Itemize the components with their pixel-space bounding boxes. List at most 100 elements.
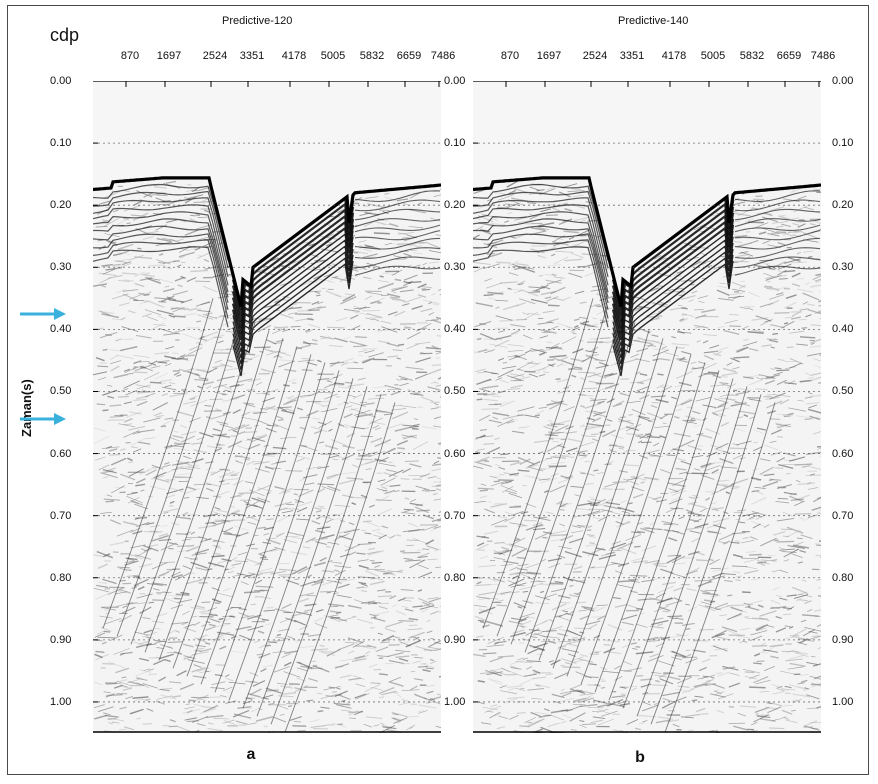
cdp-axis-label-left: cdp: [50, 25, 80, 45]
reflector-shelf-right-5: [734, 230, 821, 241]
reflector-basin-11: [232, 260, 354, 377]
time-label-mid-0.30: 0.30: [444, 261, 466, 274]
figure-frame: Predictive-120 cdp 870 1697 2524 3351 4178 50…: [7, 5, 869, 775]
reflector-basin-3: [611, 212, 735, 329]
reflector-dipping-13: [284, 402, 396, 733]
cdp-tick-label-a-870: 870: [120, 50, 140, 62]
time-label-mid-0.20: 0.20: [444, 199, 466, 212]
reflector-dipping-8: [214, 362, 326, 693]
cdp-tick-label-b-870: 870: [500, 50, 520, 62]
reflector-dipping-5: [552, 338, 664, 669]
time-label-right-1.00: 1.00: [832, 695, 854, 708]
time-label-left-0.80: 0.80: [50, 571, 72, 584]
time-label-left-0.10: 0.10: [50, 137, 72, 150]
time-label-left-1.00: 1.00: [50, 695, 72, 708]
reflector-shelf-left-9: [93, 246, 229, 328]
reflector-dipping-3: [144, 322, 256, 653]
reflector-shelf-left-1: [473, 190, 609, 269]
time-label-right-0.70: 0.70: [832, 509, 854, 522]
reflector-shelf-left-3: [473, 204, 609, 286]
reflector-dipping-2: [130, 314, 242, 645]
cdp-tick-label-a-4178: 4178: [281, 50, 307, 62]
reflector-shelf-left-1: [93, 190, 229, 269]
y-axis-label: Zaman(s): [19, 379, 34, 437]
reflector-dipping-13: [664, 402, 776, 733]
reflector-shelf-right-2: [354, 208, 441, 221]
cdp-tick-label-a-2524: 2524: [202, 50, 228, 62]
cdp-tick-label-b-6659: 6659: [776, 50, 802, 62]
reflector-dipping-12: [270, 394, 382, 725]
reflector-shelf-right-1: [734, 199, 821, 212]
time-label-mid-0.00: 0.00: [444, 75, 466, 87]
reflector-dipping-1: [496, 306, 608, 637]
reflector-shelf-left-6: [473, 225, 609, 303]
reflector-dipping-4: [538, 330, 650, 661]
reflector-shelf-right-9: [734, 265, 821, 276]
reflector-shelf-right-1: [354, 199, 441, 212]
cdp-tick-label-b-5005: 5005: [700, 50, 726, 62]
panel-a-title: Predictive-120: [222, 15, 293, 27]
reflector-basin-11: [612, 260, 734, 377]
time-label-right-0.20: 0.20: [832, 199, 854, 212]
time-label-mid-0.10: 0.10: [444, 137, 466, 150]
time-label-left-0.50: 0.50: [50, 385, 72, 398]
reflector-basin-7: [232, 236, 354, 353]
reflector-shelf-left-8: [473, 239, 609, 319]
cdp-tick-label-b-5832: 5832: [739, 50, 765, 62]
reflector-shelf-right-7: [354, 247, 441, 259]
cdp-tick-label-b-3351: 3351: [619, 50, 645, 62]
reflector-shelf-left-5: [473, 218, 609, 298]
cdp-tick-label-b-2524: 2524: [582, 50, 608, 62]
reflector-shelf-left-0: [473, 183, 609, 261]
arrow-indicator-1: [20, 308, 66, 320]
cdp-tick-label-b-7486: 7486: [810, 50, 836, 62]
panel-b-title: Predictive-140: [618, 15, 689, 27]
time-label-right-0.90: 0.90: [832, 633, 854, 646]
reflector-dipping-0: [102, 298, 214, 629]
reflector-dipping-0: [482, 298, 594, 629]
panel-b-label: b: [635, 749, 645, 766]
cdp-tick-label-a-6659: 6659: [396, 50, 422, 62]
cdp-tick-label-a-5005: 5005: [320, 50, 346, 62]
reflector-basin-9: [612, 248, 734, 365]
reflector-shelf-left-2: [473, 197, 609, 278]
reflector-dipping-11: [256, 386, 368, 717]
reflector-dipping-5: [172, 338, 284, 669]
reflector-basin-4: [231, 218, 355, 335]
reflector-dipping-9: [608, 370, 720, 701]
reflector-shelf-right-9: [354, 265, 441, 276]
reflector-shelf-left-4: [93, 211, 229, 293]
reflector-dipping-9: [228, 370, 340, 701]
time-label-right-0.50: 0.50: [832, 385, 854, 398]
time-label-mid-1.00: 1.00: [444, 695, 466, 708]
time-label-left-0.60: 0.60: [50, 447, 72, 460]
reflector-dipping-6: [566, 346, 678, 677]
reflector-shelf-left-6: [93, 225, 229, 303]
reflector-shelf-left-7: [473, 233, 609, 310]
reflector-shelf-right-3: [354, 218, 441, 228]
cdp-tick-label-b-1697: 1697: [536, 50, 562, 62]
cdp-tick-label-a-3351: 3351: [239, 50, 265, 62]
reflector-shelf-right-4: [734, 224, 821, 233]
reflector-shelf-left-4: [473, 211, 609, 293]
reflector-shelf-left-0: [93, 183, 229, 261]
reflector-dipping-7: [200, 354, 312, 685]
reflector-basin-4: [611, 218, 735, 335]
reflector-shelf-right-0: [354, 190, 441, 202]
reflector-basin-7: [612, 236, 734, 353]
reflector-shelf-right-6: [734, 237, 821, 250]
sea-floor-reflector: [473, 176, 821, 307]
reflector-shelf-right-8: [354, 256, 441, 269]
time-label-left-0.90: 0.90: [50, 633, 72, 646]
time-label-right-0.60: 0.60: [832, 447, 854, 460]
reflector-shelf-left-2: [93, 197, 229, 278]
reflector-basin-9: [232, 248, 354, 365]
reflector-shelf-right-3: [734, 218, 821, 228]
time-label-left-0.40: 0.40: [50, 323, 72, 336]
cdp-tick-label-a-5832: 5832: [359, 50, 385, 62]
time-label-left-0.70: 0.70: [50, 509, 72, 522]
reflector-shelf-right-2: [734, 208, 821, 221]
time-label-mid-0.60: 0.60: [444, 447, 466, 460]
time-label-mid-0.90: 0.90: [444, 633, 466, 646]
reflector-shelf-left-9: [473, 246, 609, 328]
